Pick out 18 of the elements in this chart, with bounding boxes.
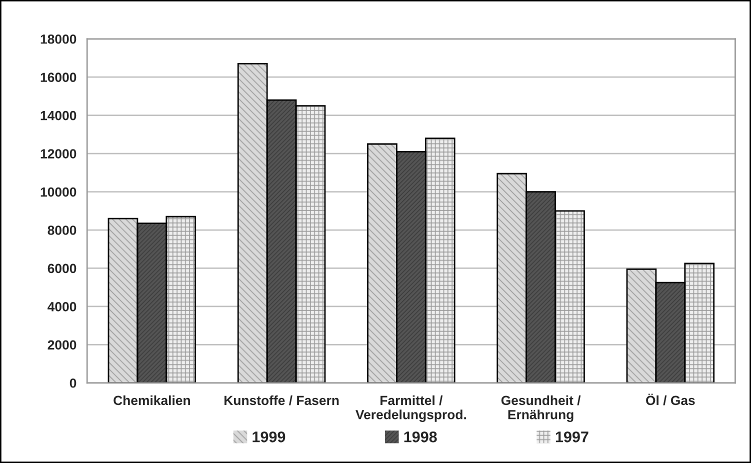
x-tick-label: Farmittel / Veredelungsprod.: [356, 395, 466, 422]
legend-label: 1998: [404, 431, 437, 442]
y-tick-label: 12000: [40, 149, 76, 158]
y-tick-label: 4000: [48, 302, 76, 312]
y-tick-label: 8000: [48, 226, 76, 235]
x-tick-label: Gesundheit / Ernährung: [501, 395, 581, 422]
y-tick-label: 2000: [48, 340, 76, 350]
y-tick-label: 14000: [40, 110, 76, 120]
y-tick-label: 18000: [40, 34, 76, 44]
legend-label: 1997: [556, 431, 588, 442]
y-tick-label: 10000: [40, 187, 76, 197]
x-tick-label: Chemikalien: [114, 395, 190, 406]
x-tick-label: Kunstoffe / Fasern: [224, 395, 339, 406]
y-tick-label: 0: [70, 378, 76, 388]
legend-label: 1999: [252, 431, 286, 442]
x-tick-label: Öl / Gas: [646, 394, 695, 406]
y-tick-label: 6000: [48, 264, 76, 274]
y-tick-label: 16000: [40, 72, 76, 82]
